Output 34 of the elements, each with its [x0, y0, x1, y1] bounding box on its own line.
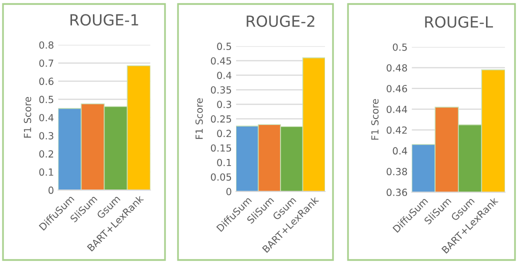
y-tick-label: 0	[48, 186, 54, 194]
chart-title: ROUGE-2	[246, 15, 314, 27]
y-axis-title: F1 Score	[195, 98, 203, 139]
y-axis-title: F1 Score	[24, 96, 32, 138]
y-tick-label: 0.7	[39, 60, 54, 67]
y-tick-label: 0.6	[39, 78, 54, 86]
y-tick-label: 0.1	[217, 158, 232, 166]
y-tick-label: 0.4	[39, 114, 54, 122]
chart-title: ROUGE-L	[425, 16, 493, 28]
y-tick-label: 0.8	[39, 41, 54, 49]
y-tick-label: 0.36	[386, 188, 408, 196]
y-tick-label: 0.2	[39, 150, 54, 158]
y-tick-label: 0.42	[386, 126, 407, 134]
y-tick-label: 0.46	[386, 84, 408, 92]
y-tick-label: 0.15	[210, 144, 232, 152]
y-tick-label: 0.4	[217, 72, 232, 80]
y-tick-label: 0.25	[210, 115, 232, 123]
y-tick-label: 0.1	[39, 168, 54, 176]
y-tick-label: 0.35	[210, 86, 232, 94]
y-tick-label: 0.3	[217, 100, 232, 108]
y-tick-label: 0.05	[210, 173, 232, 181]
y-tick-label: 0.44	[386, 106, 408, 114]
y-axis-title: F1 Score	[371, 99, 379, 140]
y-tick-label: 0.5	[39, 96, 54, 104]
y-tick-label: 0.5	[217, 42, 232, 50]
y-tick-label: 0.4	[392, 147, 408, 155]
y-tick-label: 0	[226, 188, 232, 196]
y-tick-label: 0.5	[392, 43, 407, 51]
y-tick-label: 0.38	[386, 168, 408, 176]
y-tick-label: 0.45	[210, 57, 232, 65]
y-tick-label: 0.48	[386, 64, 408, 72]
chart-title: ROUGE-1	[70, 14, 138, 26]
y-tick-label: 0.3	[39, 132, 54, 140]
y-tick-label: 0.2	[217, 130, 231, 138]
